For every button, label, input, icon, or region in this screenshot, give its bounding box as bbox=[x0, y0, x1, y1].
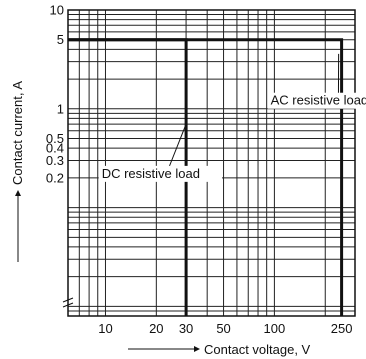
annotations: AC resistive load DC resistive load bbox=[98, 53, 366, 182]
plot-border bbox=[67, 9, 356, 317]
y-tick-label: 5 bbox=[57, 32, 64, 47]
annotation-background bbox=[267, 92, 366, 109]
grid bbox=[68, 10, 355, 316]
y-tick-label: 1 bbox=[57, 101, 64, 116]
annotation-label: DC resistive load bbox=[102, 166, 200, 181]
x-tick-label: 30 bbox=[179, 321, 193, 336]
x-axis-title: Contact voltage, V bbox=[128, 342, 311, 357]
series-line bbox=[68, 38, 344, 316]
y-tick-label: 10 bbox=[50, 3, 64, 18]
y-tick-label: 0.5 bbox=[46, 131, 64, 146]
x-axis-label: Contact voltage, V bbox=[204, 342, 311, 357]
annotation-background bbox=[98, 165, 223, 182]
axis-break-mark bbox=[62, 297, 74, 308]
y-tick-label: 0.2 bbox=[46, 170, 64, 185]
x-tick-label: 250 bbox=[331, 321, 353, 336]
y-tick-label: 0.3 bbox=[46, 153, 64, 168]
annotation-leader bbox=[169, 123, 187, 167]
series-lines bbox=[68, 38, 344, 316]
x-tick-label: 100 bbox=[264, 321, 286, 336]
annotation-label: AC resistive load bbox=[271, 93, 366, 108]
x-tick-label: 50 bbox=[216, 321, 230, 336]
y-tick-label: 0.4 bbox=[46, 141, 64, 156]
plot-frame bbox=[62, 9, 356, 317]
y-axis-label: Contact current, A bbox=[10, 81, 25, 185]
x-tick-label: 10 bbox=[98, 321, 112, 336]
x-tick-label: 20 bbox=[149, 321, 163, 336]
y-tick-labels: 10 5 1 0.50.40.3 0.2 bbox=[46, 3, 64, 186]
x-tick-labels: 10 20 30 50 100 250 bbox=[98, 321, 352, 336]
axis-labels: Contact voltage, V Contact current, A bbox=[10, 81, 311, 357]
y-axis-title: Contact current, A bbox=[10, 81, 25, 262]
